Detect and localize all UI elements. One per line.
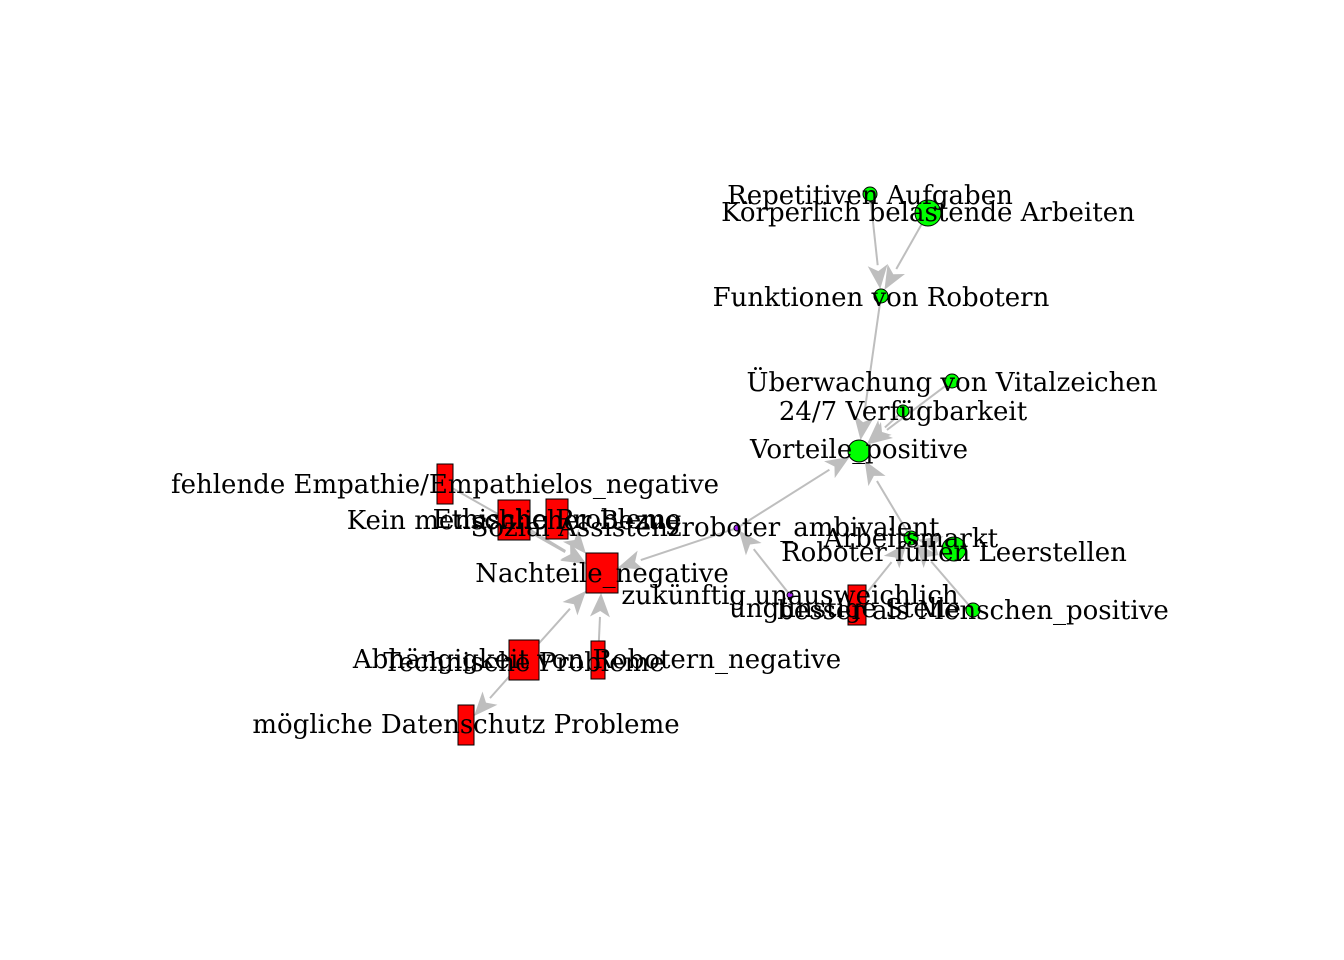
node-label-besser: besser als Menschen_positive <box>777 596 1169 626</box>
edge-repetitiv-funktionen <box>869 200 879 266</box>
arrowhead-arbeitsmarkt-vorteile <box>864 460 886 487</box>
edge-sozial-vorteile <box>739 468 830 528</box>
arrowhead-sozial-vorteile <box>824 456 850 479</box>
arrowhead-unguenstig-arbeitsmarkt <box>883 543 907 569</box>
node-label-datenschutz: mögliche Datenschutz Probleme <box>252 710 679 740</box>
edge-unguenstig-arbeitsmarkt <box>865 561 893 595</box>
node-label-ethisch: Ethische Probleme <box>433 505 682 535</box>
node-abhaengigkeit <box>508 639 540 681</box>
edge-sozial-nachteile <box>640 527 735 562</box>
edge-verfuegbarkeit-vorteile <box>884 414 900 429</box>
node-label-koerperlich: Körperlich belastende Arbeiten <box>721 198 1135 228</box>
arrowhead-koerperlich-funktionen <box>884 264 905 290</box>
arrowhead-abhaengigkeit-nachteile <box>562 590 586 616</box>
arrowhead-abhaengigkeit-datenschutz <box>474 691 498 717</box>
arrowhead-verfuegbarkeit-vorteile <box>867 420 892 444</box>
node-label-nachteile: Nachteile_negative <box>475 559 729 589</box>
edge-zukuenftig-sozial <box>752 548 789 594</box>
nodes <box>436 186 981 746</box>
node-vitalzeichen <box>944 373 960 389</box>
node-koerperlich <box>914 199 942 227</box>
node-repetitiv <box>862 186 878 202</box>
node-arbeitsmarkt <box>903 530 919 546</box>
node-label-zukuenftig: zukünftig unausweichlich <box>621 581 959 611</box>
arrowhead-zukuenftig-sozial <box>738 530 762 556</box>
node-label-unguenstig: ungünstige Stelle <box>729 594 961 624</box>
arrowhead-sozial-nachteile <box>618 550 644 570</box>
node-label-technisch: Technische Probleme <box>383 648 664 678</box>
edge-besser-arbeitsmarkt <box>930 560 970 606</box>
node-label-kein: Kein menschlicher Bezug <box>347 506 681 536</box>
edge-vitalzeichen-vorteile <box>886 384 948 431</box>
node-datenschutz <box>457 704 475 746</box>
node-sozial <box>733 524 741 532</box>
node-label-leerstellen: Roboter füllen Leerstellen <box>781 538 1127 568</box>
arrowhead-technisch-nachteile <box>589 593 610 618</box>
node-leerstellen <box>941 536 967 562</box>
node-funktionen <box>873 288 889 304</box>
node-label-arbeitsmarkt: Arbeitsmarkt <box>823 524 999 554</box>
edge-technisch-nachteile <box>597 616 601 642</box>
edge-arbeitsmarkt-vorteile <box>876 480 909 533</box>
node-nachteile <box>585 552 619 594</box>
arrowhead-leerstellen-arbeitsmarkt <box>917 535 944 556</box>
node-label-verfuegbarkeit: 24/7 Verfügbarkeit <box>779 397 1028 427</box>
arrowhead-ethisch-nachteile <box>562 528 586 554</box>
edge-funktionen-vorteile <box>862 302 882 417</box>
node-label-empathie: fehlende Empathie/Empathielos_negative <box>171 470 719 500</box>
node-empathie <box>436 463 454 505</box>
node-besser <box>965 602 981 618</box>
node-label-vorteile: Vorteile_positive <box>749 435 968 465</box>
edge-abhaengigkeit-nachteile <box>538 608 571 644</box>
node-zukuenftig <box>786 591 794 599</box>
node-kein <box>497 499 531 541</box>
node-verfuegbarkeit <box>896 404 910 418</box>
node-label-sozial: Sozial Assistenzroboter_ambivalent <box>471 513 940 543</box>
edge-koerperlich-funktionen <box>895 223 923 270</box>
node-technisch <box>590 640 606 680</box>
arrowhead-funktionen-vorteile <box>854 414 874 441</box>
arrowhead-repetitiv-funktionen <box>867 264 888 290</box>
node-ethisch <box>545 498 569 540</box>
node-label-abhaengigkeit: Abhängigkeit von Robotern_negative <box>352 645 841 675</box>
node-unguenstig <box>847 584 867 626</box>
arrowhead-besser-arbeitsmarkt <box>915 543 939 569</box>
edge-abhaengigkeit-datenschutz <box>489 676 510 699</box>
node-label-vitalzeichen: Überwachung von Vitalzeichen <box>747 366 1158 398</box>
node-label-repetitiv: Repetitiven Aufgaben <box>727 181 1013 211</box>
edge-kein-nachteile <box>529 528 566 552</box>
node-label-funktionen: Funktionen von Robotern <box>713 283 1050 313</box>
arrowhead-kein-nachteile <box>560 542 586 564</box>
node-vorteile <box>847 439 871 463</box>
